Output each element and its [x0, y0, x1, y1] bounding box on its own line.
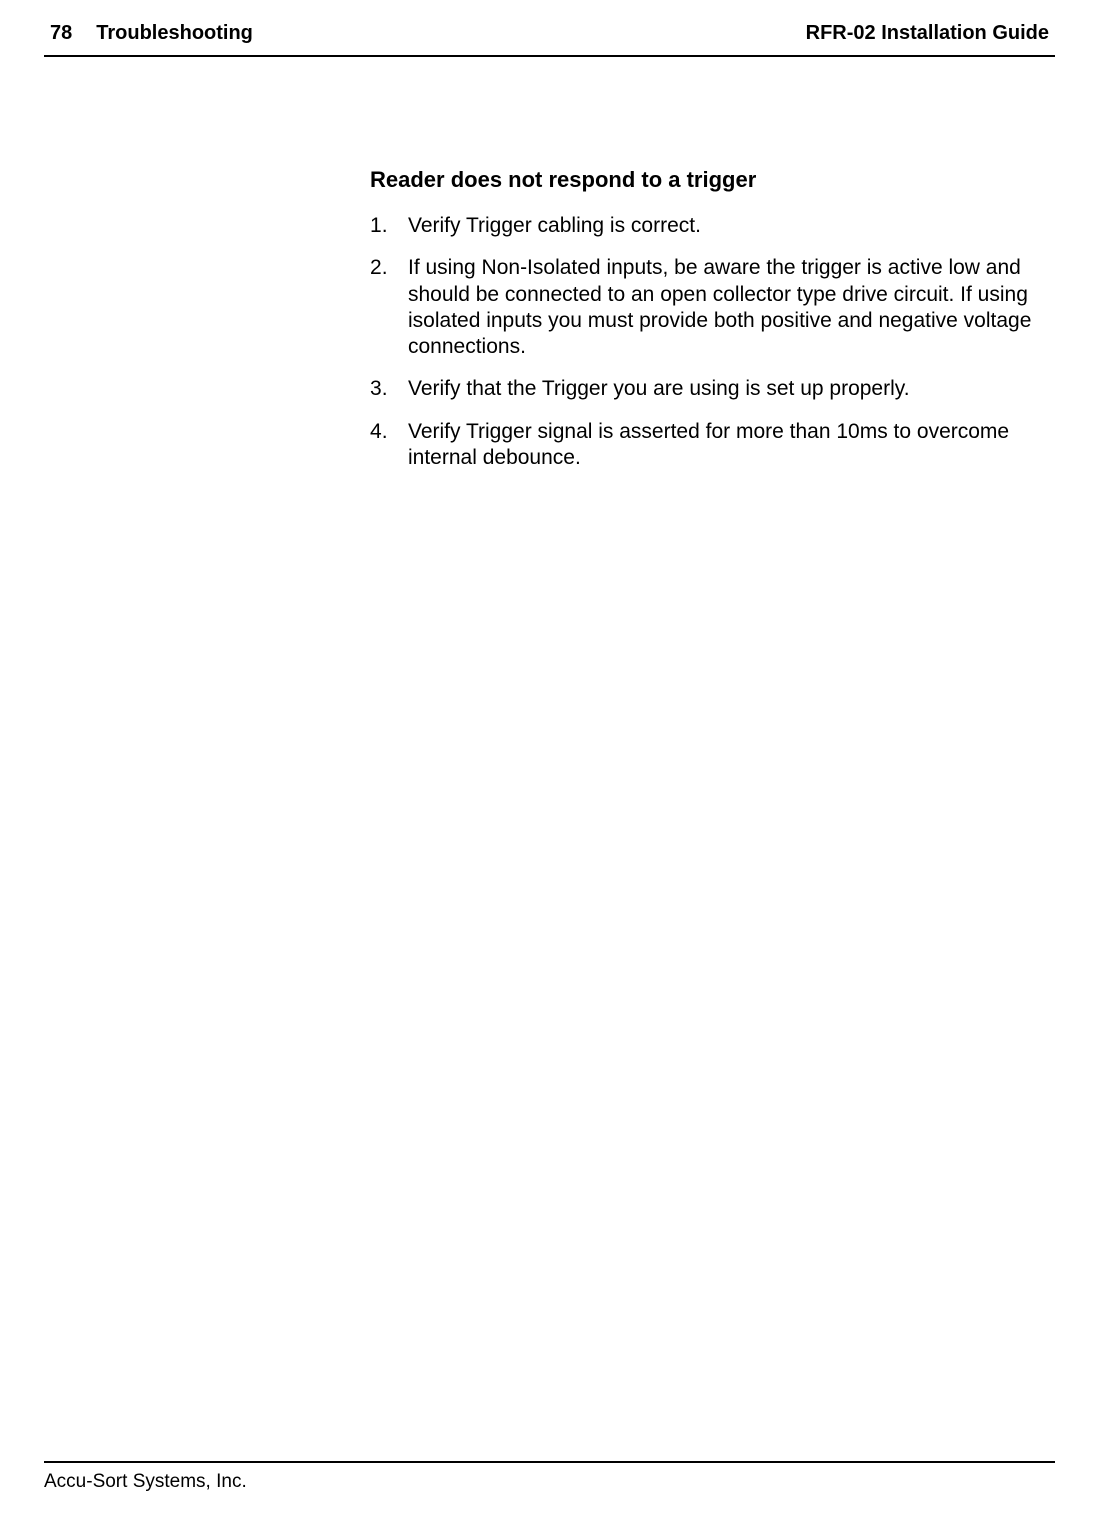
page-number: 78 [50, 22, 72, 45]
header-rule [44, 55, 1055, 57]
steps-list: Verify Trigger cabling is correct. If us… [370, 213, 1039, 471]
footer-company: Accu-Sort Systems, Inc. [44, 1471, 1055, 1493]
section-heading: Reader does not respond to a trigger [370, 167, 1039, 193]
list-item: If using Non-Isolated inputs, be aware t… [370, 255, 1039, 360]
chapter-title: Troubleshooting [96, 22, 253, 45]
list-item: Verify that the Trigger you are using is… [370, 376, 1039, 402]
content-area: Reader does not respond to a trigger Ver… [370, 167, 1039, 471]
list-item: Verify Trigger cabling is correct. [370, 213, 1039, 239]
list-item: Verify Trigger signal is asserted for mo… [370, 419, 1039, 472]
page-footer: Accu-Sort Systems, Inc. [44, 1461, 1055, 1493]
footer-rule [44, 1461, 1055, 1463]
page-header: 78 Troubleshooting RFR-02 Installation G… [50, 22, 1049, 55]
document-title: RFR-02 Installation Guide [806, 22, 1049, 45]
header-left: 78 Troubleshooting [50, 22, 253, 45]
